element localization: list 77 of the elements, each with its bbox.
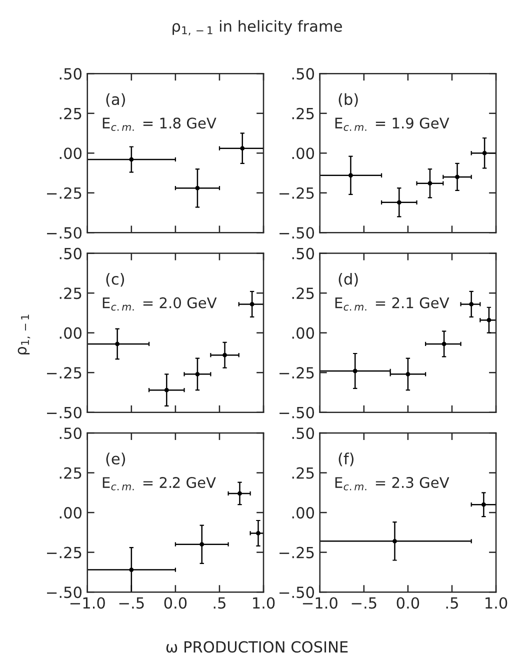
x-tick-label: 0.0	[164, 597, 187, 609]
x-tick-label: .5	[214, 597, 226, 609]
y-tick-label: .00	[292, 148, 314, 160]
point	[195, 186, 200, 190]
y-tick-label: .25	[292, 108, 314, 120]
annotation: (e)	[106, 452, 125, 466]
point	[195, 372, 200, 376]
y-tick-label: .50	[60, 248, 82, 260]
y-tick-label: −.50	[280, 406, 314, 418]
annotation: E$_{c.m.}$ = 2.2 GeV	[102, 477, 216, 490]
annotation: (d)	[338, 272, 358, 287]
y-tick-label: .00	[60, 327, 82, 339]
y-axis-title: ρ$_{1,−1}$	[18, 314, 30, 354]
y-tick-label: .00	[60, 507, 82, 519]
x-tick-label: −.5	[119, 597, 144, 609]
point	[455, 174, 460, 180]
y-tick-label: −.50	[280, 227, 314, 239]
x-tick-label: .5	[446, 597, 458, 609]
point	[442, 342, 446, 346]
y-tick-label: .50	[60, 427, 82, 440]
point	[469, 302, 474, 306]
annotation: E$_{c.m.}$ = 1.8 GeV	[102, 118, 216, 131]
point	[406, 372, 410, 376]
annotation: E$_{c.m.}$ = 2.3 GeV	[335, 477, 450, 490]
point	[222, 352, 227, 358]
point	[240, 146, 245, 151]
y-tick-label: −.25	[280, 546, 314, 558]
y-tick-label: .00	[292, 507, 314, 519]
y-tick-label: −.50	[280, 586, 314, 598]
y-tick-label: .25	[60, 288, 82, 300]
y-tick-label: .50	[292, 68, 314, 80]
point	[396, 200, 402, 205]
point	[129, 157, 134, 162]
y-tick-label: −.50	[47, 586, 82, 598]
point	[352, 368, 358, 374]
y-tick-label: .25	[292, 288, 314, 300]
y-tick-label: .50	[292, 427, 314, 440]
x-tick-label: 0.0	[396, 597, 420, 609]
x-tick-label: −.5	[352, 597, 376, 609]
annotation: (c)	[106, 272, 124, 287]
y-tick-label: −.25	[47, 546, 82, 558]
y-tick-label: .00	[60, 148, 82, 160]
point	[164, 388, 169, 392]
y-tick-label: −.25	[280, 367, 314, 379]
x-axis-title: ω PRODUCTION COSINE	[166, 641, 348, 653]
point	[129, 568, 134, 572]
point	[238, 491, 242, 496]
annotation: E$_{c.m.}$ = 1.9 GeV	[335, 118, 450, 131]
y-tick-label: −.50	[47, 227, 82, 239]
y-tick-label: −.25	[47, 187, 82, 199]
point	[428, 181, 432, 186]
annotation: E$_{c.m.}$ = 2.1 GeV	[335, 297, 450, 311]
point	[486, 318, 492, 322]
y-tick-label: .50	[60, 68, 82, 80]
y-tick-label: .00	[292, 327, 314, 339]
annotation: (f)	[338, 452, 354, 466]
point	[250, 302, 254, 306]
x-tick-label: −1.0	[70, 597, 105, 609]
y-tick-label: .25	[60, 467, 82, 479]
point	[348, 173, 353, 178]
x-tick-label: 1.0	[253, 597, 275, 609]
y-tick-label: −.25	[280, 187, 314, 199]
annotation: (a)	[106, 93, 125, 107]
chart-title: ρ$_{1,−1}$ in helicity frame	[172, 20, 342, 36]
annotation: (b)	[338, 93, 358, 107]
point	[115, 342, 120, 346]
point	[200, 542, 204, 547]
x-tick-label: −1.0	[302, 597, 338, 609]
y-tick-label: −.25	[47, 367, 82, 379]
y-tick-label: .50	[292, 248, 314, 260]
point	[256, 530, 260, 536]
x-tick-label: 1.0	[486, 597, 508, 609]
y-tick-label: .25	[292, 467, 314, 479]
y-tick-label: .25	[60, 108, 82, 120]
point	[482, 150, 487, 156]
y-tick-label: −.50	[47, 406, 82, 418]
annotation: E$_{c.m.}$ = 2.0 GeV	[102, 297, 217, 311]
